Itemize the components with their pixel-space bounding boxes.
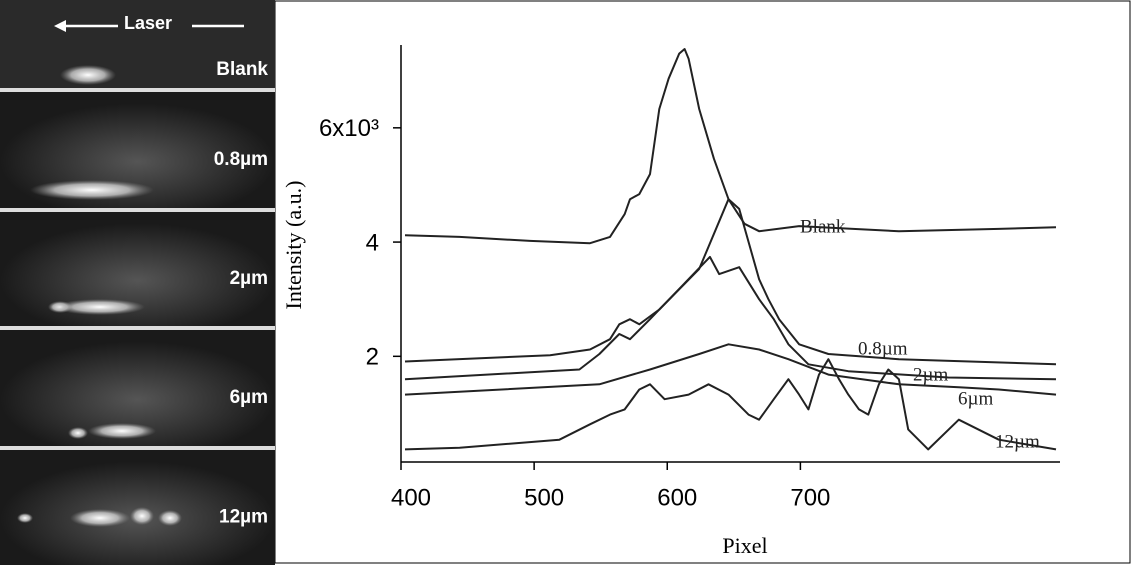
panel-label: 2µm xyxy=(230,268,268,289)
series-label: 0.8µm xyxy=(858,338,908,359)
series-line xyxy=(404,358,1057,451)
panel-label: 0.8µm xyxy=(214,149,268,170)
x-tick-label: 600 xyxy=(657,484,697,511)
y-tick-label: 4 xyxy=(366,229,379,256)
series-label: 6µm xyxy=(958,388,993,409)
light-spot xyxy=(17,513,33,523)
x-axis-title: Pixel xyxy=(722,533,767,558)
y-axis-title: Intensity (a.u.) xyxy=(281,181,306,310)
y-tick-label: 6x10³ xyxy=(319,115,379,142)
light-spot xyxy=(158,510,182,526)
separator xyxy=(0,446,275,450)
light-spot xyxy=(60,65,116,85)
panel-label: 12µm xyxy=(219,507,268,528)
series-line xyxy=(404,255,1057,381)
laser-label: Laser xyxy=(124,13,172,33)
light-spot xyxy=(88,423,156,439)
light-spot xyxy=(68,427,88,439)
chart: 400 500 600 700 2 4 6x10³ Pixel Intensity (a.u.)… xyxy=(281,45,1060,558)
chart-frame xyxy=(274,0,1131,564)
separator xyxy=(0,326,275,330)
light-spot xyxy=(30,180,154,200)
x-tick-label: 400 xyxy=(391,484,431,511)
light-spot xyxy=(130,507,154,525)
light-spot xyxy=(55,299,145,315)
separator xyxy=(0,88,275,92)
image-panel: Blank 0.8µm 2µm 6µm 12µm Laser xyxy=(0,0,275,565)
series-label: 12µm xyxy=(995,431,1040,452)
light-spot xyxy=(70,509,130,527)
y-tick-label: 2 xyxy=(366,344,379,371)
separator xyxy=(0,208,275,212)
image-frame xyxy=(0,0,275,88)
x-tick-label: 500 xyxy=(524,484,564,511)
x-tick-label: 700 xyxy=(790,484,830,511)
series-line xyxy=(404,198,1057,366)
image-frame xyxy=(0,450,275,565)
series-line xyxy=(404,48,1057,245)
panel-label: 6µm xyxy=(230,387,268,408)
panel-label: Blank xyxy=(216,59,268,80)
series-label: Blank xyxy=(800,216,846,237)
series-label: 2µm xyxy=(913,364,948,385)
series-line xyxy=(404,343,1057,396)
laser-arrow-head xyxy=(54,20,66,32)
